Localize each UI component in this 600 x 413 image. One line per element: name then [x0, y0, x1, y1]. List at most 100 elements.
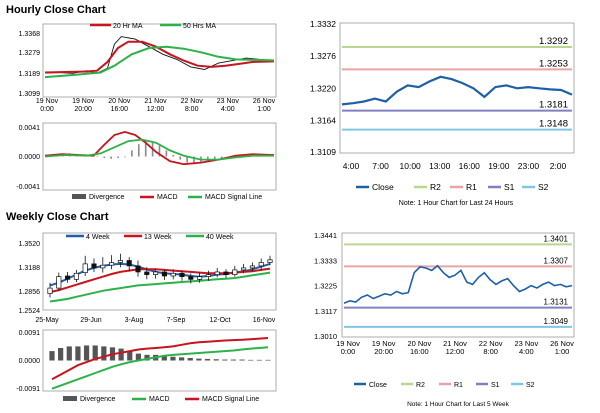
close-line — [341, 75, 573, 106]
pivot5-note: Note: 1 Hour Chart for Last 5 Week — [407, 401, 510, 408]
legend-label-s2: S2 — [526, 382, 535, 389]
y-tick: 1.3441 — [314, 231, 337, 240]
candle-body — [126, 260, 132, 267]
hourly-price-yaxis: 1.3368 1.3279 1.3189 1.3099 — [19, 31, 41, 98]
hourly-section-title: Hourly Close Chart — [6, 4, 106, 16]
weekly-macd-yaxis: 0.0091 0.0000 -0.0091 — [16, 330, 40, 393]
legend-swatch-divergence — [63, 396, 77, 401]
x-tick: 4:00 — [343, 161, 360, 171]
divergence-bar — [179, 357, 185, 361]
y-tick: 1.3368 — [19, 31, 41, 38]
divergence-bar — [49, 351, 55, 361]
x-tick: 21 Nov 12:00 — [144, 98, 167, 113]
legend-swatch-divergence — [72, 194, 86, 199]
x-tick: 19:00 — [488, 161, 510, 171]
hourly-macd-plot — [44, 130, 275, 166]
divergence-bar — [58, 347, 64, 361]
level-label-r1: 1.3307 — [544, 256, 569, 265]
y-tick: -0.0041 — [16, 184, 40, 191]
pivot5-plot: 1.3401 1.3307 1.3131 1.3049 — [343, 234, 573, 328]
divergence-bar — [256, 359, 262, 361]
legend-label-50hr: 50 Hrs MA — [183, 23, 216, 30]
x-tick: 12-Oct — [209, 317, 230, 324]
y-tick: 1.3220 — [310, 83, 336, 93]
x-tick: 23:00 — [518, 161, 540, 171]
candle-body — [135, 265, 141, 273]
legend-label-s1: S1 — [491, 382, 500, 389]
divergence-bar — [101, 346, 107, 361]
divergence-bar — [144, 354, 150, 361]
candle-body — [179, 272, 185, 278]
pivot24-frame — [339, 22, 575, 154]
pivot5-yaxis: 1.3441 1.3333 1.3225 1.3117 1.3010 — [314, 231, 337, 341]
divergence-bar — [170, 356, 176, 361]
y-tick: 1.3010 — [314, 332, 337, 341]
weekly-price-legend: 4 Week 13 Week 40 Week — [66, 234, 234, 241]
candle-body — [91, 263, 97, 269]
legend-label-20hr: 20 Hr MA — [113, 23, 143, 30]
divergence-bar — [118, 348, 124, 361]
pivot5-legend: Close R2 R1 S1 S2 — [354, 382, 535, 389]
hourly-signal-line — [44, 138, 274, 161]
close-line — [343, 264, 573, 304]
level-label-s1: 1.3181 — [539, 100, 568, 111]
weekly-section-title: Weekly Close Chart — [6, 211, 109, 223]
weekly-macd-frame — [42, 329, 277, 392]
x-tick: 7:00 — [372, 161, 389, 171]
weekly-price-xaxis: 25-May 29-Jun 3-Aug 7-Sep 12-Oct 16-Nov — [35, 317, 275, 324]
hourly-macd-yaxis: 0.0041 0.0000 -0.0041 — [16, 125, 40, 191]
divergence-bar — [213, 359, 219, 361]
level-label-s2: 1.3148 — [539, 119, 568, 130]
divergence-bar — [83, 345, 90, 361]
weekly-price-yaxis: 1.3520 1.3188 1.2856 1.2524 — [19, 241, 41, 315]
level-label-r1: 1.3253 — [539, 58, 568, 69]
hourly-price-frame — [42, 23, 277, 98]
candle-body — [249, 265, 255, 269]
legend-label-macd: MACD — [157, 194, 178, 201]
legend-label-close: Close — [372, 182, 394, 192]
weekly-macd-legend: Divergence MACD MACD Signal Line — [63, 396, 259, 403]
x-tick: 10:00 — [400, 161, 422, 171]
y-tick: 1.3332 — [310, 19, 336, 29]
y-tick: 1.3279 — [19, 50, 41, 57]
y-tick: 1.3520 — [19, 241, 41, 248]
x-tick: 26 Nov 1:00 — [253, 98, 276, 113]
candle-body — [47, 287, 53, 294]
legend-label-close: Close — [369, 382, 387, 389]
x-tick: 19 Nov 20:00 — [72, 98, 95, 113]
candle-body — [170, 272, 176, 277]
weekly-40wk-ma-line — [49, 271, 271, 303]
x-tick: 19 Nov 0:00 — [36, 98, 59, 113]
candle-body — [232, 269, 238, 275]
legend-label-r1: R1 — [466, 182, 477, 192]
divergence-bar — [161, 355, 167, 361]
weekly-price-plot — [47, 253, 273, 303]
candle-body — [82, 263, 88, 273]
pivot24-yaxis: 1.3332 1.3276 1.3220 1.3164 1.3109 — [310, 19, 336, 157]
candle-body — [267, 259, 273, 263]
divergence-bar — [248, 359, 254, 361]
candle-body — [100, 264, 106, 269]
candle-body — [205, 274, 211, 278]
legend-label-divergence: Divergence — [80, 396, 116, 403]
y-tick: 1.3225 — [314, 282, 337, 291]
pivot24-xaxis: 4:00 7:00 10:00 13:00 16:00 19:00 23:00 2:00 — [343, 161, 567, 171]
candle-body — [223, 271, 229, 275]
hourly-chart-panel: Hourly Close Chart 20 Hr MA 50 Hrs MA 1.… — [6, 4, 277, 201]
y-tick: 0.0000 — [19, 154, 41, 161]
divergence-bar — [187, 357, 193, 361]
weekly-macd-plot — [49, 337, 271, 390]
legend-label-s2: S2 — [538, 182, 549, 192]
divergence-bar — [230, 359, 237, 361]
x-tick: 23 Nov 4:00 — [217, 98, 240, 113]
y-tick: 1.2856 — [19, 289, 41, 296]
divergence-bar — [265, 359, 271, 361]
y-tick: 1.3189 — [19, 71, 41, 78]
level-label-s1: 1.3131 — [544, 298, 569, 307]
candle-body — [65, 275, 71, 280]
pivot5-xaxis: 19 Nov 0:00 19 Nov 20:00 20 Nov 16:00 21 Nov 12… — [336, 339, 574, 356]
pivot24-note: Note: 1 Hour Chart for Last 24 Hours — [399, 200, 514, 207]
x-tick: 22 Nov 8:00 — [479, 339, 503, 356]
weekly-macd-line — [51, 346, 269, 390]
